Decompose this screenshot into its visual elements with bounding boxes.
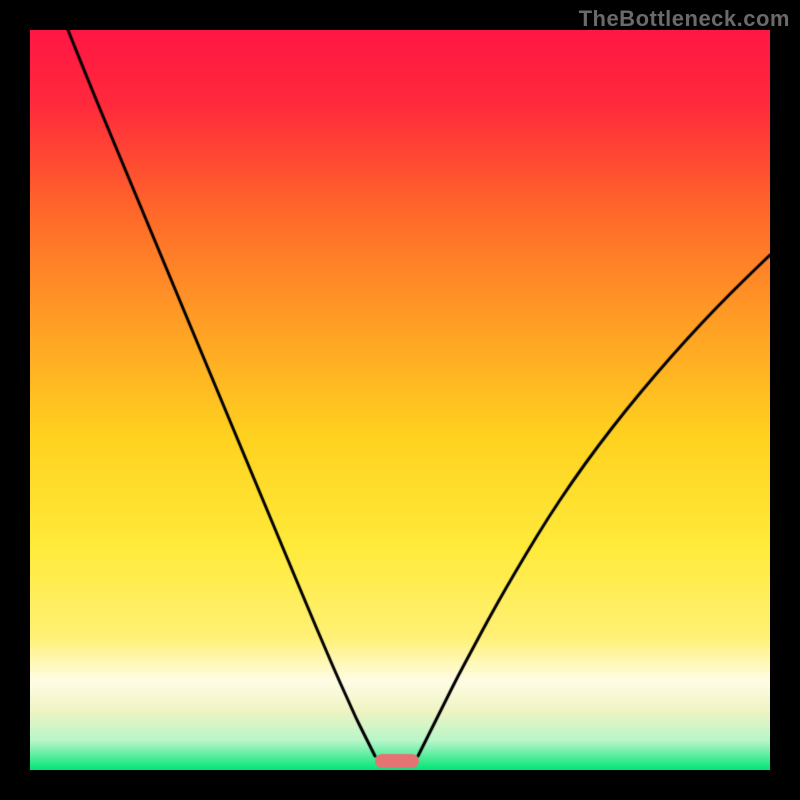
bottleneck-chart bbox=[30, 30, 770, 770]
watermark-text: TheBottleneck.com bbox=[579, 6, 790, 32]
chart-container: TheBottleneck.com bbox=[0, 0, 800, 800]
chart-area bbox=[30, 30, 770, 770]
